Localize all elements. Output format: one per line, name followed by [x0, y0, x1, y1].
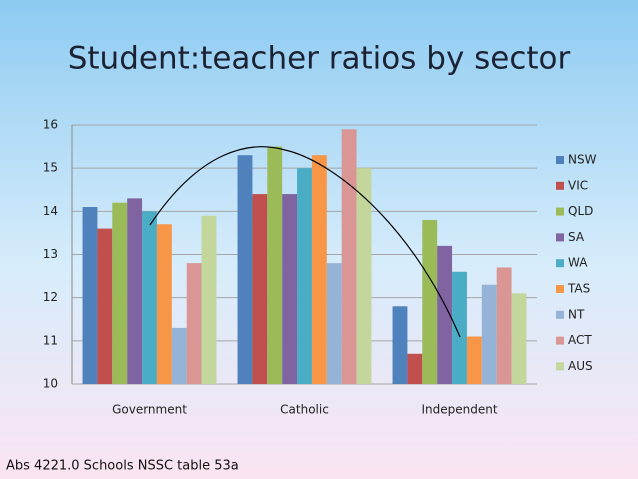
legend-label: ACT — [568, 333, 592, 347]
legend-label: WA — [568, 256, 588, 270]
bar — [341, 129, 357, 384]
legend-label: AUS — [568, 359, 593, 373]
x-tick-label: Government — [112, 403, 187, 417]
legend-swatch — [556, 259, 564, 268]
legend-label: VIC — [568, 178, 588, 192]
bar — [252, 194, 268, 384]
y-tick-label: 13 — [43, 247, 58, 261]
y-tick-label: 14 — [43, 204, 58, 218]
bar — [171, 327, 187, 384]
bar — [297, 168, 312, 384]
legend-swatch — [556, 181, 564, 190]
bar — [452, 271, 467, 384]
bar — [422, 219, 438, 384]
chart-title: Student:teacher ratios by sector — [68, 41, 571, 77]
legend-label: QLD — [568, 204, 593, 218]
legend-swatch — [556, 233, 564, 242]
bar — [481, 284, 497, 384]
legend-swatch — [556, 362, 564, 371]
bar — [437, 245, 453, 384]
y-tick-label: 15 — [43, 161, 58, 175]
bar — [282, 194, 298, 384]
y-tick-label: 16 — [43, 118, 58, 132]
source-note: Abs 4221.0 Schools NSSC table 53a — [6, 459, 239, 474]
bar — [326, 263, 342, 384]
legend-label: NSW — [568, 153, 597, 167]
bar — [311, 155, 327, 384]
legend-swatch — [556, 207, 564, 216]
x-tick-label: Catholic — [280, 403, 329, 417]
bar — [156, 224, 172, 384]
y-tick-label: 12 — [43, 290, 58, 304]
y-tick-label: 11 — [43, 333, 58, 347]
bar — [267, 146, 283, 384]
legend-label: SA — [568, 230, 585, 244]
bar — [356, 168, 372, 384]
legend-swatch — [556, 285, 564, 293]
legend-swatch — [556, 310, 564, 319]
annotation-curve — [149, 146, 461, 338]
legend-swatch — [556, 336, 564, 345]
bar — [186, 263, 202, 384]
legend-label: TAS — [567, 282, 590, 296]
bar — [112, 202, 128, 384]
bar — [392, 306, 408, 384]
bar — [407, 353, 423, 384]
bar — [496, 267, 512, 384]
x-tick-label: Independent — [421, 403, 497, 417]
bar — [237, 155, 253, 384]
bar — [201, 215, 217, 384]
legend-label: NT — [568, 307, 585, 321]
bar — [97, 228, 113, 384]
bar — [142, 211, 157, 384]
y-tick-label: 10 — [43, 377, 58, 391]
legend-swatch — [556, 156, 564, 164]
bar — [511, 293, 527, 384]
bar — [82, 207, 98, 384]
bar — [466, 336, 482, 384]
bar — [127, 198, 143, 384]
